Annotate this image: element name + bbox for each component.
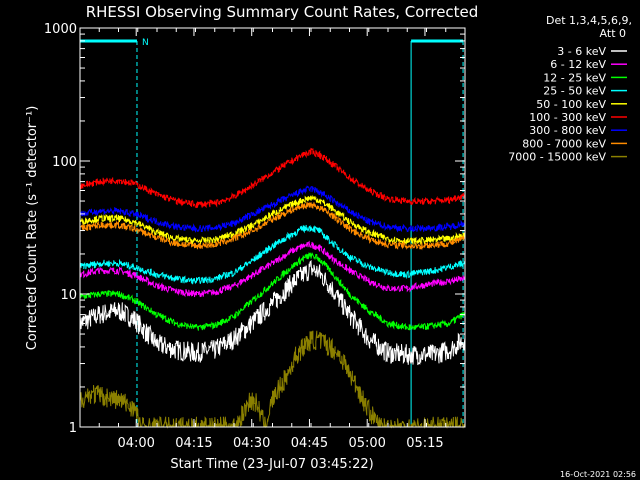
legend-label-25-50kev: 25 - 50 keV (543, 85, 606, 98)
x-tick-label: 04:15 (175, 436, 212, 451)
timestamp: 16-Oct-2021 02:56 (560, 470, 636, 479)
legend-header-line-2: Att 0 (600, 27, 626, 40)
night-marker-label: N (142, 38, 149, 48)
x-tick-label: 05:00 (348, 436, 385, 451)
y-tick-label: 1000 (44, 22, 77, 37)
x-tick-label: 05:15 (406, 436, 443, 451)
x-axis-label: Start Time (23-Jul-07 03:45:22) (170, 457, 373, 472)
series-line-300-800kev (79, 185, 466, 233)
series-line-7000-15000kev (79, 330, 465, 429)
legend-label-50-100kev: 50 - 100 keV (536, 98, 606, 111)
series-line-6-12kev (79, 240, 466, 298)
legend-label-300-800kev: 300 - 800 keV (529, 124, 606, 137)
y-tick-label: 100 (52, 155, 77, 170)
y-axis-label: Corrected Count Rate (s⁻¹ detector⁻¹) (25, 106, 40, 351)
y-tick-label: 1 (69, 421, 77, 436)
series-line-25-50kev (79, 224, 466, 285)
legend-label-6-12kev: 6 - 12 keV (550, 58, 606, 71)
x-tick-label: 04:45 (291, 436, 328, 451)
y-axis-ticks: 1 10 100 1000 (44, 22, 465, 436)
legend-label-100-300kev: 100 - 300 keV (529, 111, 606, 124)
series-line-100-300kev (79, 147, 466, 209)
legend-header-line-1: Det 1,3,4,5,6,9, (546, 14, 632, 27)
legend-label-12-25kev: 12 - 25 keV (543, 71, 606, 84)
series-lines (79, 147, 466, 429)
legend-label-800-7000kev: 800 - 7000 keV (522, 137, 606, 150)
legend-label-7000-15000kev: 7000 - 15000 keV (508, 151, 606, 164)
series-line-3-6kev (79, 259, 466, 366)
x-tick-label: 04:30 (233, 436, 270, 451)
legend-label-3-6kev: 3 - 6 keV (557, 45, 606, 58)
y-tick-label: 10 (60, 288, 77, 303)
series-line-800-7000kev (79, 201, 466, 251)
series-line-12-25kev (79, 251, 466, 331)
series-line-50-100kev (79, 194, 466, 246)
chart-title: RHESSI Observing Summary Count Rates, Co… (86, 3, 479, 21)
x-axis-ticks: 04:00 04:15 04:30 04:45 05:00 05:15 (79, 28, 466, 451)
x-tick-label: 04:00 (117, 436, 154, 451)
